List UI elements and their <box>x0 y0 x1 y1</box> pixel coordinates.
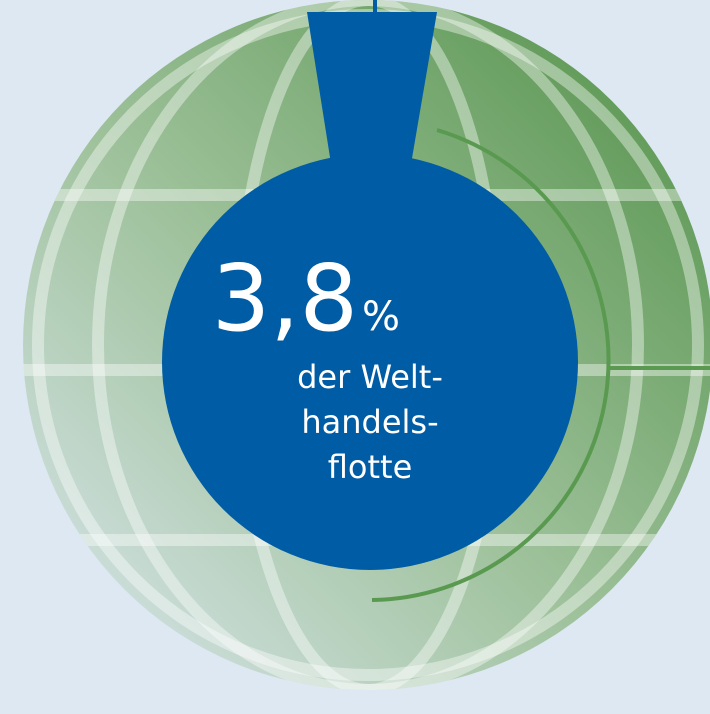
label-line: flotte <box>328 448 413 486</box>
unit: % <box>362 294 400 340</box>
label-line: der Welt- <box>297 358 443 396</box>
infographic: 3,8 % der Welt- handels- flotte <box>0 0 710 714</box>
label-line: handels- <box>301 403 438 441</box>
value: 3,8 <box>212 245 358 352</box>
